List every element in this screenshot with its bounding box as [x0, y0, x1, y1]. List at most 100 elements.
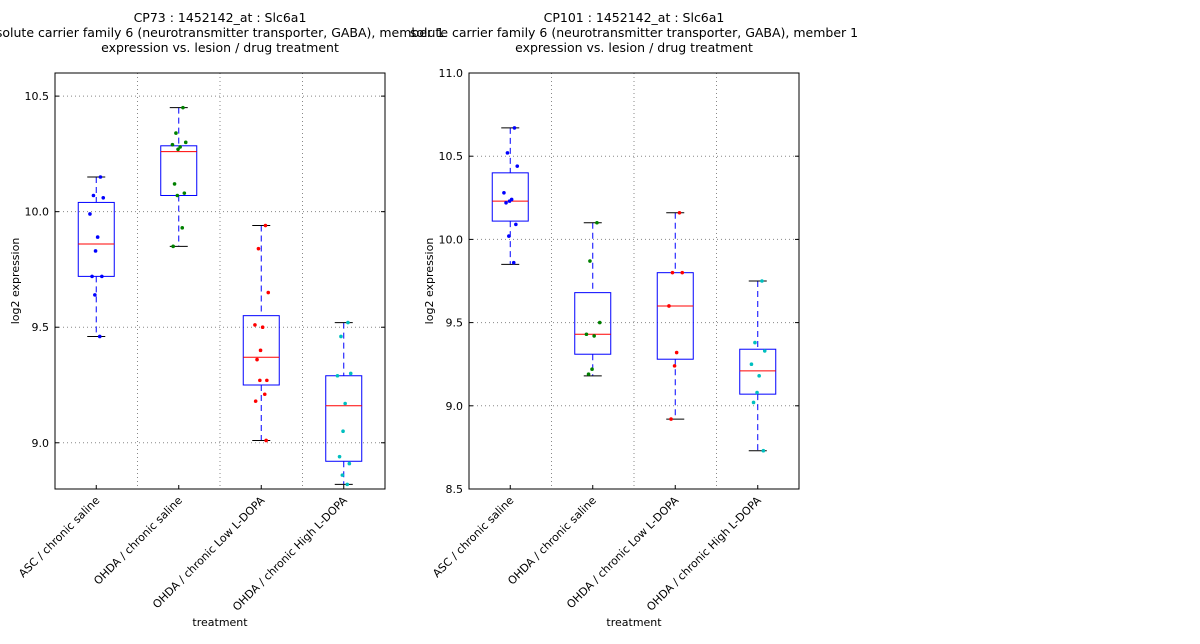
data-point: [347, 461, 352, 466]
data-point: [592, 334, 596, 338]
data-point: [595, 220, 599, 225]
x-axis-label: treatment: [606, 616, 662, 629]
data-point: [507, 234, 511, 238]
data-point: [677, 210, 682, 215]
data-point: [761, 448, 766, 453]
data-point: [346, 320, 350, 325]
data-point: [345, 482, 350, 487]
data-point: [97, 334, 102, 339]
data-point: [265, 378, 269, 383]
data-point: [337, 454, 342, 459]
box: [656, 272, 694, 360]
data-point: [680, 270, 685, 275]
y-tick-label: 9.0: [32, 437, 50, 450]
data-point: [264, 438, 268, 443]
data-point: [88, 212, 92, 216]
y-tick-label: 9.0: [446, 400, 464, 413]
chart-title-line: CP73 : 1452142_at : Slc6a1: [134, 10, 307, 25]
data-point: [597, 320, 602, 325]
data-point: [669, 417, 673, 421]
data-point: [253, 399, 258, 403]
y-tick-label: 10.0: [439, 233, 464, 246]
y-tick-label: 10.5: [439, 150, 464, 163]
data-point: [171, 244, 175, 249]
box: [160, 145, 198, 196]
data-point: [98, 175, 103, 179]
data-point: [262, 392, 267, 397]
data-point: [760, 279, 764, 283]
data-point: [172, 182, 177, 186]
y-tick-label: 10.5: [25, 90, 50, 103]
data-point: [757, 374, 761, 378]
data-point: [348, 371, 353, 376]
chart-title-line: expression vs. lesion / drug treatment: [515, 40, 753, 55]
data-point: [340, 473, 345, 477]
data-point: [588, 259, 592, 263]
x-tick-label: OHDA / chronic saline: [91, 494, 185, 588]
data-point: [339, 334, 343, 339]
data-point: [512, 126, 517, 130]
data-point: [753, 340, 757, 345]
box: [739, 348, 777, 395]
data-point: [178, 145, 182, 149]
data-point: [258, 348, 263, 353]
chart-title-line: solute carrier family 6 (neurotransmitte…: [410, 25, 858, 40]
y-tick-label: 9.5: [446, 317, 464, 330]
data-point: [672, 364, 677, 368]
data-point: [343, 401, 347, 406]
data-point: [335, 373, 340, 378]
x-tick-label: ASC / chronic saline: [16, 494, 102, 580]
plot-frame: [54, 72, 386, 490]
data-point: [514, 222, 518, 227]
data-point: [341, 429, 345, 434]
data-point: [181, 105, 185, 110]
data-point: [101, 196, 106, 200]
data-point: [667, 304, 671, 308]
data-point: [584, 332, 589, 337]
data-point: [674, 350, 679, 355]
data-point: [502, 191, 506, 195]
data-point: [762, 349, 767, 353]
data-point: [90, 274, 94, 279]
data-point: [263, 223, 268, 228]
y-tick-label: 11.0: [439, 67, 464, 80]
data-point: [176, 147, 180, 152]
data-point: [253, 323, 257, 327]
x-axis-label: treatment: [192, 616, 248, 629]
box: [325, 375, 363, 462]
data-point: [749, 362, 754, 367]
data-point: [255, 357, 259, 362]
data-point: [95, 235, 100, 239]
data-point: [174, 131, 178, 135]
x-tick-label: OHDA / chronic saline: [505, 494, 599, 588]
data-point: [180, 226, 185, 230]
data-point: [170, 142, 175, 147]
data-point: [266, 290, 271, 295]
box: [242, 315, 280, 386]
box: [77, 201, 115, 277]
y-tick-label: 9.5: [32, 321, 50, 334]
data-point: [755, 390, 759, 395]
data-point: [93, 249, 98, 253]
data-point: [670, 270, 675, 275]
data-point: [260, 325, 265, 330]
data-point: [586, 372, 591, 376]
data-point: [256, 246, 261, 251]
box: [574, 292, 612, 355]
data-point: [511, 260, 516, 265]
data-point: [182, 191, 187, 195]
y-axis-label: log2 expression: [423, 238, 436, 325]
y-tick-label: 8.5: [446, 483, 464, 496]
data-point: [504, 200, 508, 205]
data-point: [505, 151, 510, 155]
data-point: [590, 367, 594, 371]
box: [491, 172, 529, 222]
chart-title-line: expression vs. lesion / drug treatment: [101, 40, 339, 55]
plot-frame: [468, 72, 800, 490]
data-point: [515, 164, 520, 168]
y-tick-label: 10.0: [25, 206, 50, 219]
data-point: [93, 293, 97, 297]
